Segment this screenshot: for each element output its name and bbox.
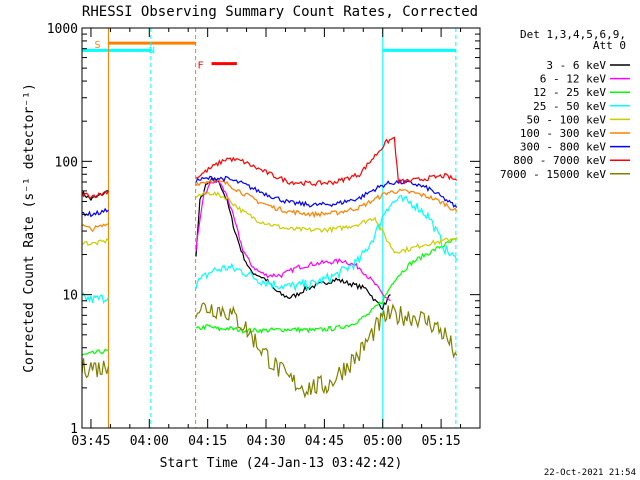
series-line-7-seg-0 [81,190,110,199]
series-lines [81,136,458,399]
legend-label: 300 - 800 keV [520,141,606,154]
x-tick-label: 04:30 [246,434,285,449]
y-axis-ticks: 1 10 100 1000 [47,22,480,437]
series-line-8-seg-0 [81,358,110,379]
series-line-3-seg-0 [81,292,110,304]
legend-header-line: Att 0 [593,39,626,52]
x-tick-label: 04:00 [130,434,169,449]
series-line-1-seg-0 [195,179,391,302]
legend-label: 12 - 25 keV [533,86,606,99]
series-line-4-seg-1 [195,191,458,254]
attenuator-flags: S N F [82,40,456,72]
legend-label: 6 - 12 keV [540,73,607,86]
generation-timestamp: 22-Oct-2021 21:54 [544,468,636,478]
series-line-4-seg-0 [81,237,109,246]
series-line-2-seg-1 [195,237,457,335]
x-tick-label: 04:45 [305,434,344,449]
series-line-3-seg-1 [195,195,458,293]
legend-label: 50 - 100 keV [527,113,607,126]
series-line-0-seg-1 [195,177,391,311]
x-tick-label: 04:15 [188,434,227,449]
y-tick-label: 1000 [47,22,78,37]
series-line-8-seg-1 [195,302,458,399]
x-tick-label: 05:00 [363,434,402,449]
series-line-5-seg-0 [81,223,109,233]
plot-frame [81,27,481,429]
y-tick-label: 10 [62,289,78,304]
y-tick-label: 100 [55,155,78,170]
event-markers [107,28,457,428]
legend-label: 100 - 300 keV [520,127,606,140]
series-line-6-seg-1 [195,175,458,208]
chart-title: RHESSI Observing Summary Count Rates, Co… [82,4,478,20]
x-axis-ticks: 03:45 04:00 04:15 04:30 04:45 05:00 05:15 [71,28,481,449]
flag-letter-n: N [149,45,155,56]
series-line-2-seg-0 [81,348,109,356]
y-tick-label: 1 [70,422,78,437]
x-axis-label: Start Time (24-Jan-13 03:42:42) [160,456,403,471]
series-line-5-seg-1 [195,178,458,219]
legend-label: 25 - 50 keV [533,100,606,113]
series-line-7-seg-1 [195,136,458,187]
x-tick-label: 03:45 [71,434,110,449]
legend-header-line: Det 1,3,4,5,6,9, [520,28,626,41]
legend-label: 800 - 7000 keV [513,154,606,167]
flag-letter-f: F [198,61,204,72]
x-tick-label: 05:15 [422,434,461,449]
flag-letter-s: S [94,40,100,51]
legend-label: 7000 - 15000 keV [500,168,606,181]
y-axis-label: Corrected Count Rate (s⁻¹ detector⁻¹) [22,83,37,373]
series-line-6-seg-0 [81,207,109,218]
legend-label: 3 - 6 keV [546,59,606,72]
